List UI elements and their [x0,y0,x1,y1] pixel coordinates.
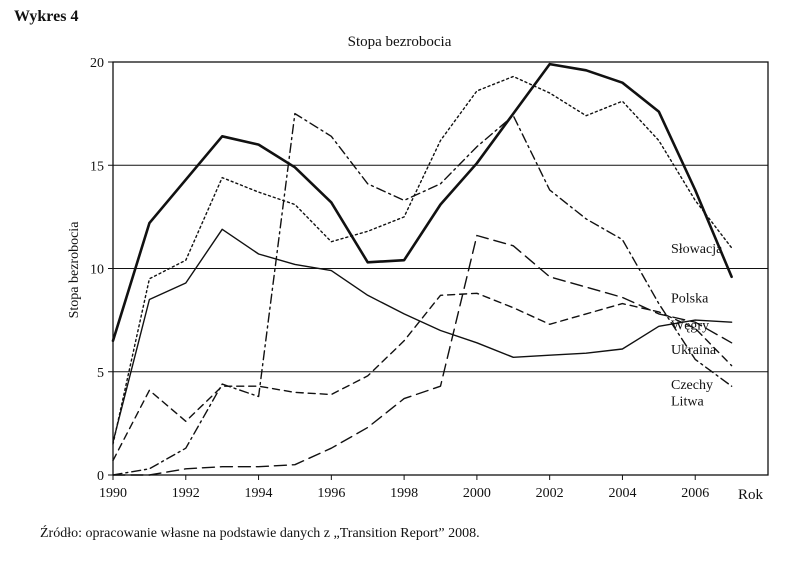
x-tick-label-6: 2002 [536,486,564,501]
y-tick-label-2: 10 [90,263,104,278]
series-line-5 [112,292,733,462]
x-tick-label-1: 1992 [172,486,200,501]
series-layer [111,62,733,476]
y-tick-label-3: 15 [90,159,104,174]
series-label-layer: Słowacja Polska Węgry Ukraina Czechy Litwa [671,242,723,410]
series-line-1 [112,75,733,445]
chart-title: Stopa bezrobocia [347,34,452,50]
x-tick-label-3: 1996 [317,486,345,501]
series-line-2 [111,62,733,343]
series-line-4 [112,234,733,476]
series-line-3 [112,228,733,443]
y-tick-label-4: 20 [90,56,104,71]
tick-layer: 0 5 10 15 20 1990 1992 1994 1996 1998 2000 2002 2004… [90,56,709,501]
series-label-6: Litwa [671,395,704,410]
x-axis-label: Rok [738,487,764,503]
x-tick-label-2: 1994 [245,486,273,501]
y-tick-label-1: 5 [97,366,104,381]
y-tick-label-0: 0 [97,469,104,484]
x-tick-label-8: 2006 [681,486,709,501]
grid-layer [113,61,768,373]
series-label-4: Ukraina [671,343,717,358]
series-label-3: Węgry [671,318,709,333]
series-label-2: Polska [671,291,709,306]
x-tick-label-4: 1998 [390,486,418,501]
series-line-6 [112,112,733,476]
y-axis-label: Stopa bezrobocia [67,221,82,319]
source-note: Źródło: opracowanie własne na podstawie … [40,526,480,541]
x-tick-label-7: 2004 [608,486,636,501]
x-tick-label-5: 2000 [463,486,491,501]
x-tick-label-0: 1990 [99,486,127,501]
series-label-1: Słowacja [671,242,723,257]
series-label-5: Czechy [671,378,713,393]
chart-heading: Wykres 4 [14,8,79,25]
